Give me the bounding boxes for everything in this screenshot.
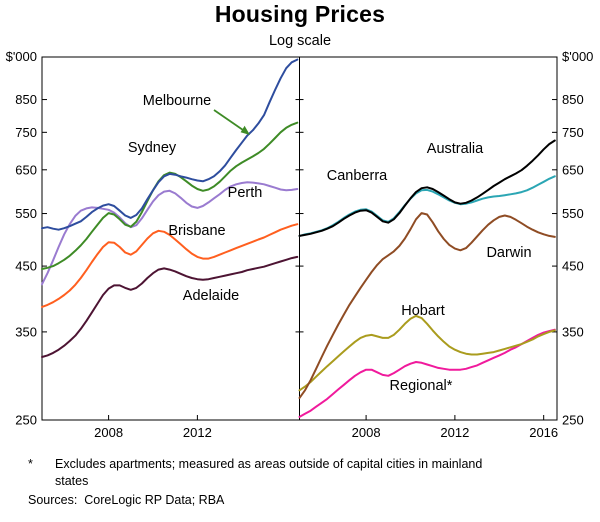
y-tick-label: 850 <box>562 92 584 107</box>
footnote-marker: * <box>28 457 33 471</box>
y-tick-label: 250 <box>562 413 584 428</box>
series-label-brisbane: Brisbane <box>168 223 225 239</box>
x-tick-label: 2012 <box>440 425 469 440</box>
series-label-perth: Perth <box>228 185 263 201</box>
y-tick-label: 350 <box>15 324 37 339</box>
y-tick-label: 550 <box>562 206 584 221</box>
y-tick-label: 450 <box>562 259 584 274</box>
y-tick-label: 250 <box>15 413 37 428</box>
y-axis-unit-left: $'000 <box>6 49 37 64</box>
x-tick-label: 2016 <box>529 425 558 440</box>
series-line-regional <box>298 328 556 418</box>
series-label-australia: Australia <box>427 141 484 157</box>
series-line-hobart <box>298 314 556 392</box>
y-axis-unit-right: $'000 <box>562 49 593 64</box>
y-tick-label: 550 <box>15 206 37 221</box>
y-tick-label: 450 <box>15 259 37 274</box>
series-label-adelaide: Adelaide <box>183 288 239 304</box>
series-label-regional: Regional* <box>390 378 453 394</box>
y-tick-label: 350 <box>562 324 584 339</box>
x-tick-label: 2012 <box>183 425 212 440</box>
x-tick-label: 2008 <box>352 425 381 440</box>
series-line-brisbane <box>41 223 299 308</box>
series-label-sydney: Sydney <box>128 140 177 156</box>
series-label-canberra: Canberra <box>327 168 388 184</box>
sources-line: Sources: CoreLogic RP Data; RBA <box>28 493 225 507</box>
series-line-perth <box>41 181 299 286</box>
series-line-darwin <box>298 212 556 399</box>
series-line-adelaide <box>41 255 299 358</box>
melbourne-arrow-line <box>213 109 244 131</box>
y-tick-label: 750 <box>562 125 584 140</box>
series-line-australia <box>298 139 556 237</box>
series-line-melbourne <box>41 121 299 270</box>
series-line-sydney <box>41 58 299 231</box>
series-label-hobart: Hobart <box>401 303 445 319</box>
series-label-darwin: Darwin <box>486 245 531 261</box>
x-tick-label: 2008 <box>94 425 123 440</box>
melbourne-arrowhead-icon <box>240 125 250 135</box>
series-line-canberra <box>298 175 556 237</box>
axes-layer: $'000 $'000 850 850 750 750 650 650 550 550 450 450… <box>6 49 594 440</box>
y-tick-label: 650 <box>562 162 584 177</box>
footnote: * Excludes apartments; measured as areas… <box>28 456 500 489</box>
series-labels-layer: Melbourne Sydney Perth Brisbane Adelaide… <box>128 93 532 394</box>
chart-subtitle: Log scale <box>268 33 332 49</box>
y-tick-label: 850 <box>15 92 37 107</box>
chart-title: Housing Prices <box>214 1 386 27</box>
footnote-text: Excludes apartments; measured as areas o… <box>55 457 483 488</box>
y-tick-label: 750 <box>15 125 37 140</box>
series-label-melbourne: Melbourne <box>143 93 212 109</box>
y-tick-label: 650 <box>15 162 37 177</box>
series-layer <box>41 58 556 418</box>
